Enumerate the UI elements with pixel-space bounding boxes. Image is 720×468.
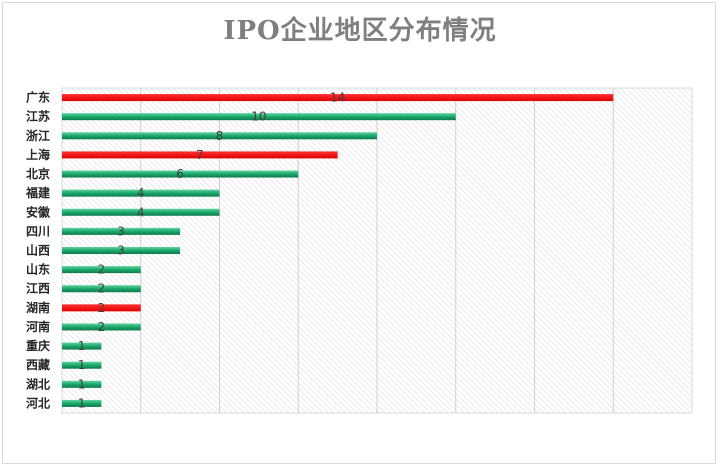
data-label: 1 <box>78 358 86 372</box>
data-label: 6 <box>176 167 184 181</box>
category-label: 重庆 <box>26 338 50 353</box>
data-label: 1 <box>78 339 86 353</box>
bar-江苏 <box>62 113 456 121</box>
bar-河北 <box>62 399 102 407</box>
data-label: 1 <box>78 396 86 410</box>
data-label: 10 <box>251 110 266 124</box>
category-label: 河北 <box>25 395 50 410</box>
category-label: 安徽 <box>26 204 51 219</box>
category-label: 福建 <box>25 185 51 200</box>
data-label: 2 <box>98 282 106 296</box>
bar-重庆 <box>62 342 102 350</box>
data-label: 7 <box>196 148 204 162</box>
bar-河南 <box>62 323 141 331</box>
category-label: 河南 <box>25 319 50 334</box>
data-label: 2 <box>98 320 106 334</box>
bar-湖北 <box>62 380 102 388</box>
bars-group <box>62 94 614 407</box>
category-label: 湖北 <box>26 376 50 391</box>
category-label: 西藏 <box>26 357 50 372</box>
gridlines <box>140 88 614 413</box>
data-label: 4 <box>137 205 145 219</box>
bar-湖南 <box>62 304 141 312</box>
category-label: 四川 <box>26 224 50 238</box>
data-label: 2 <box>98 263 106 277</box>
category-label: 江苏 <box>26 109 50 124</box>
data-label: 3 <box>117 224 125 238</box>
category-label: 上海 <box>26 147 50 162</box>
data-label: 1 <box>78 377 86 391</box>
data-label: 14 <box>330 91 345 105</box>
bar-山东 <box>62 266 141 274</box>
bar-广东 <box>62 94 614 102</box>
category-label: 山东 <box>26 262 50 277</box>
category-label: 江西 <box>26 281 50 296</box>
category-label: 山西 <box>26 243 50 258</box>
bar-安徽 <box>62 208 220 216</box>
category-label: 浙江 <box>26 128 50 143</box>
data-label: 2 <box>98 301 106 315</box>
bar-四川 <box>62 227 181 235</box>
bar-北京 <box>62 170 299 178</box>
bar-浙江 <box>62 132 377 140</box>
category-label: 广东 <box>26 90 50 105</box>
bar-上海 <box>62 151 338 159</box>
bar-西藏 <box>62 361 102 369</box>
category-label: 北京 <box>26 166 50 181</box>
data-label: 3 <box>117 244 125 258</box>
bar-江西 <box>62 285 141 293</box>
bar-福建 <box>62 189 220 197</box>
category-label: 湖南 <box>26 300 50 315</box>
chart-title: IPO企业地区分布情况 <box>223 16 497 46</box>
data-label: 4 <box>137 186 145 200</box>
data-label: 8 <box>216 129 224 143</box>
bar-山西 <box>62 247 181 254</box>
